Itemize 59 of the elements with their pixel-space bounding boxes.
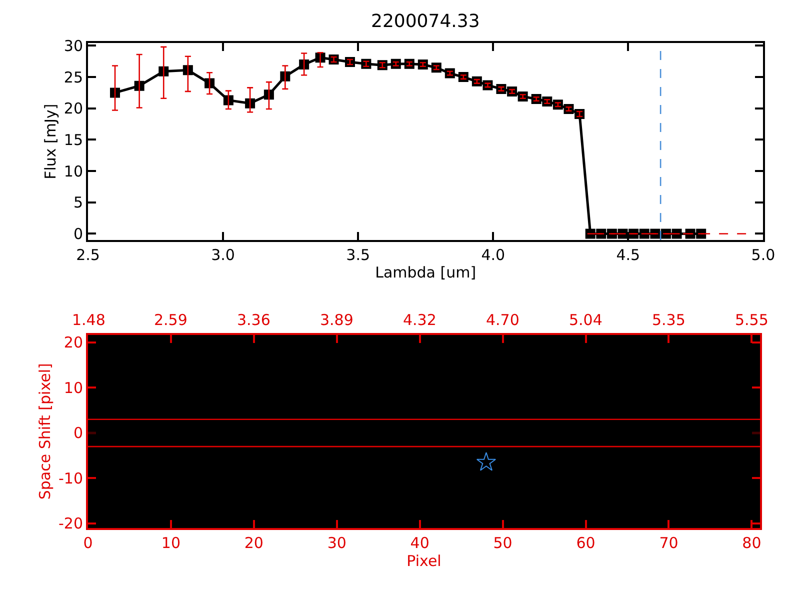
- point: [418, 60, 428, 70]
- text: 5.35: [652, 311, 686, 329]
- point: [431, 62, 442, 73]
- point: [404, 58, 414, 69]
- text: 5.04: [569, 311, 602, 329]
- y-tick-label: -10: [58, 469, 83, 488]
- x-tick-label: 50: [493, 534, 512, 552]
- x-axis-title: Lambda [um]: [375, 264, 476, 282]
- point: [507, 86, 518, 96]
- point: [482, 80, 493, 90]
- y-tick-label: 10: [64, 378, 83, 397]
- text: 3.36: [237, 311, 270, 329]
- x-tick-label: 20: [244, 534, 264, 552]
- y-tick-label: 10: [64, 162, 83, 180]
- x-tick-label: 3.0: [211, 246, 235, 264]
- point: [552, 100, 563, 110]
- text: 4.32: [403, 311, 436, 329]
- point: [564, 104, 574, 114]
- point: [444, 68, 455, 78]
- point: [542, 96, 552, 106]
- text: 2.59: [154, 311, 188, 329]
- y-axis-title: Flux [mJy]: [42, 104, 60, 180]
- x-tick-label: 30: [327, 534, 346, 552]
- y-tick-label: 5: [73, 194, 83, 212]
- point: [585, 228, 596, 239]
- point: [639, 228, 650, 239]
- y-axis-title: Space Shift [pixel]: [36, 363, 54, 500]
- point: [531, 94, 542, 104]
- y-tick-label: 0: [73, 424, 83, 442]
- y-tick-label: 30: [64, 36, 83, 55]
- y-tick-label: 20: [64, 100, 83, 118]
- x-tick-label: 60: [576, 534, 596, 552]
- x-tick-label: 40: [410, 534, 430, 552]
- y-tick-label: 25: [64, 68, 83, 86]
- point: [458, 72, 468, 82]
- point: [472, 76, 482, 86]
- x-tick-label: 80: [742, 534, 762, 552]
- y-tick-label: -20: [58, 514, 83, 533]
- point: [496, 84, 506, 94]
- x-axis-title: Pixel: [406, 552, 442, 570]
- x-tick-label: 2.5: [76, 246, 100, 264]
- point: [696, 228, 706, 239]
- point: [518, 91, 528, 102]
- text: 1.48: [72, 311, 106, 329]
- x-tick-label: 3.5: [346, 246, 370, 264]
- point: [672, 228, 682, 239]
- y-tick-label: 0: [73, 224, 83, 243]
- x-tick-label: 70: [659, 534, 678, 552]
- text: 5.55: [735, 311, 768, 329]
- text: 3.89: [320, 311, 354, 329]
- y-tick-label: 15: [64, 130, 83, 149]
- chart-title: 2200074.33: [371, 11, 480, 32]
- point: [390, 58, 401, 69]
- text: 4.70: [486, 311, 520, 329]
- y-tick-label: 20: [64, 334, 83, 352]
- x-tick-label: 4.0: [481, 246, 506, 264]
- x-tick-label: 5.0: [751, 246, 776, 264]
- x-tick-label: 10: [161, 534, 181, 552]
- x-tick-label: 4.5: [616, 246, 640, 264]
